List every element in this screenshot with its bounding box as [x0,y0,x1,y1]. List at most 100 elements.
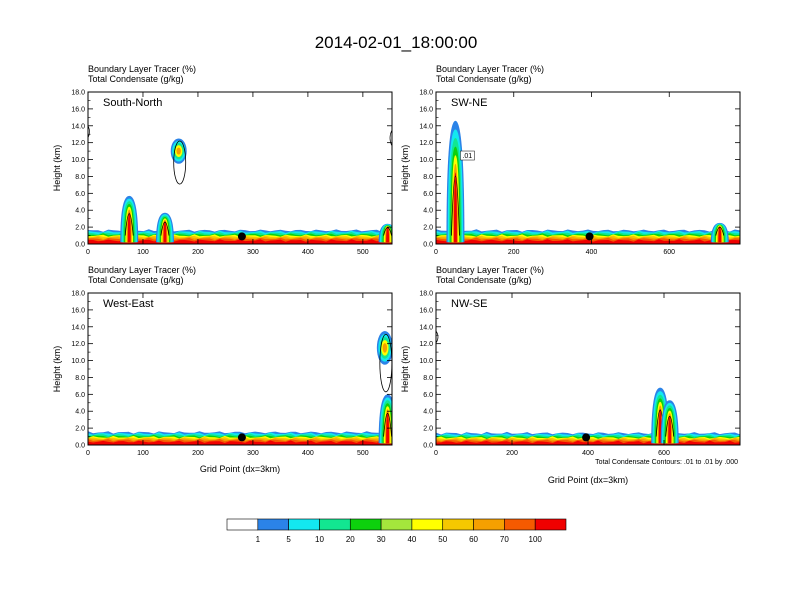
colorbar-label: 1 [256,535,261,544]
x-tick-label: 0 [434,249,438,256]
panel-3: Boundary Layer Tracer (%) Total Condensat… [400,265,741,485]
contour-label-box [460,150,475,161]
y-tick-label: 18.0 [419,291,433,298]
panel-header-line: Boundary Layer Tracer (%) [436,64,544,74]
y-tick-label: 14.0 [71,324,85,331]
y-axis-label: Height (km) [52,346,62,393]
x-tick-label: 100 [137,249,149,256]
y-tick-label: 10.0 [71,358,85,365]
colorbar-label: 100 [529,535,543,544]
panel-header-line: Total Condensate (g/kg) [88,275,184,285]
y-tick-label: 12.0 [71,341,85,348]
panel-header-line: Total Condensate (g/kg) [88,74,184,84]
y-tick-label: 12.0 [419,140,433,147]
condensate-contour [451,175,460,236]
y-tick-label: 2.0 [75,426,85,433]
condensate-contour [124,213,134,236]
condensate-contour [436,330,439,344]
y-tick-label: 4.0 [75,409,85,416]
colorbar-label: 20 [346,535,355,544]
y-tick-label: 2.0 [75,225,85,232]
plot-area [436,293,740,445]
x-axis-label: Grid Point (dx=3km) [200,464,280,474]
plot-area [88,92,392,244]
panel-label: SW-NE [451,97,487,109]
figure-title: 2014-02-01_18:00:00 [315,33,478,52]
plume-band [163,221,167,243]
colorbar-box [380,518,413,531]
plume-band [668,415,672,444]
y-tick-label: 4.0 [423,208,433,215]
y-tick-label: 8.0 [423,174,433,181]
y-tick-label: 16.0 [419,106,433,113]
x-tick-label: 200 [192,249,204,256]
colorbar-label: 30 [377,535,386,544]
colorbar-box [288,518,320,531]
y-tick-label: 0.0 [75,443,85,450]
y-tick-label: 8.0 [75,375,85,382]
x-tick-label: 200 [192,450,204,457]
plot-background [88,92,392,244]
x-tick-label: 0 [86,249,90,256]
panel-label: West-East [103,298,154,310]
y-tick-label: 18.0 [71,90,85,97]
y-axis-label: Height (km) [400,346,410,393]
colorbar-box [411,518,444,531]
x-tick-label: 500 [357,450,369,457]
y-tick-label: 18.0 [419,90,433,97]
x-tick-label: 400 [302,450,314,457]
y-tick-label: 0.0 [423,443,433,450]
y-tick-label: 2.0 [423,225,433,232]
panel-header-line: Total Condensate (g/kg) [436,74,532,84]
panel-header-line: Boundary Layer Tracer (%) [88,265,196,275]
contour-label: .01 [462,153,472,160]
y-tick-label: 10.0 [419,358,433,365]
plume-band [718,226,722,243]
plume-band [127,212,131,243]
colorbar-label: 40 [407,535,416,544]
condensate-contour [389,129,392,147]
x-tick-label: 100 [137,450,149,457]
cloud-band [382,343,388,353]
y-tick-label: 0.0 [423,242,433,249]
y-tick-label: 10.0 [71,157,85,164]
location-marker [585,232,594,241]
colorbar-box [534,518,567,531]
panel-label: NW-SE [451,298,487,310]
plume-band [453,172,457,243]
colorbar-box [442,518,474,531]
contour-note: Total Condensate Contours: .01 to .01 by… [595,459,738,466]
x-axis-label: Grid Point (dx=3km) [548,475,628,485]
y-tick-label: 12.0 [71,140,85,147]
y-tick-label: 6.0 [75,392,85,399]
x-tick-label: 600 [663,249,675,256]
cloud-band [176,147,181,155]
y-tick-label: 6.0 [423,392,433,399]
y-tick-label: 14.0 [71,123,85,130]
colorbar-box [349,518,382,531]
condensate-contour [383,413,392,437]
plot-background [436,92,740,244]
colorbar-box [226,518,259,531]
y-tick-label: 8.0 [423,375,433,382]
y-tick-label: 14.0 [419,324,433,331]
colorbar-label: 60 [469,535,478,544]
condensate-contour [665,415,675,437]
x-tick-label: 0 [434,450,438,457]
panel-header-line: Boundary Layer Tracer (%) [436,265,544,275]
panel-label: South-North [103,97,162,109]
x-tick-label: 0 [86,450,90,457]
plot-area [88,293,392,445]
x-tick-label: 600 [658,450,670,457]
panel-1: Boundary Layer Tracer (%)Total Condensat… [400,64,741,256]
boundary-layer-band [436,239,740,244]
location-marker [237,232,246,241]
y-tick-label: 16.0 [419,307,433,314]
colorbar-label: 70 [500,535,509,544]
plot-background [436,293,740,445]
colorbar: 1 5 10 20 30 40 50 60 70 100 [226,518,567,544]
condensate-contour [383,227,392,236]
colorbar-label: 5 [286,535,291,544]
y-tick-label: 6.0 [75,191,85,198]
